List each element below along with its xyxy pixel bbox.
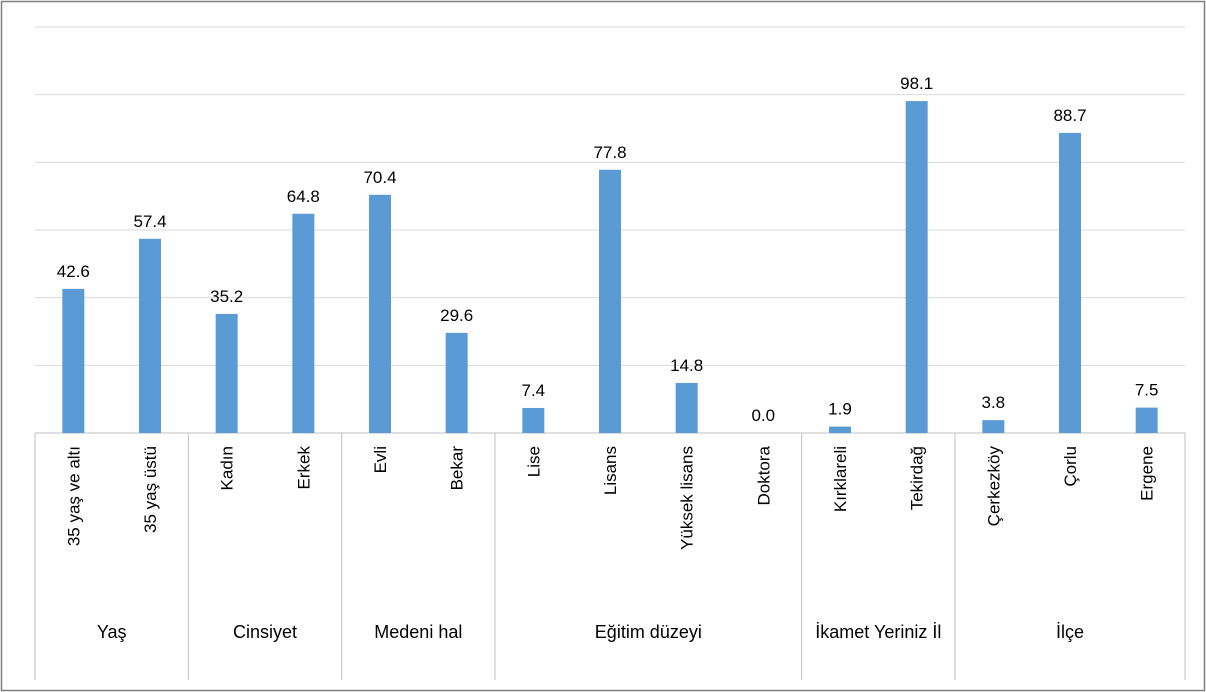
x-tick-label: Kırklareli <box>831 446 850 512</box>
value-label: 1.9 <box>828 400 852 419</box>
value-label: 64.8 <box>287 187 320 206</box>
x-tick-label: Tekirdağ <box>908 446 927 510</box>
value-label: 7.4 <box>522 381 546 400</box>
value-label: 42.6 <box>57 262 90 281</box>
group-label: Cinsiyet <box>232 622 297 642</box>
value-label: 3.8 <box>982 393 1006 412</box>
x-tick-label: Çorlu <box>1061 446 1080 487</box>
value-label: 88.7 <box>1053 106 1086 125</box>
value-label: 57.4 <box>133 212 166 231</box>
x-tick-label: Erkek <box>294 446 313 490</box>
value-label: 98.1 <box>900 74 933 93</box>
bar <box>369 194 391 433</box>
x-tick-label: Lisans <box>601 446 620 495</box>
group-label: Eğitim düzeyi <box>594 622 702 642</box>
x-tick-label: Yüksek lisans <box>678 446 697 550</box>
bar <box>139 238 161 433</box>
group-label: İkamet Yeriniz İl <box>815 622 942 642</box>
x-tick-label: Doktora <box>754 445 773 505</box>
value-label: 0.0 <box>752 406 776 425</box>
group-label: İlçe <box>1055 622 1084 642</box>
x-tick-label: 35 yaş üstü <box>141 446 160 533</box>
x-tick-label: 35 yaş ve altı <box>64 446 83 546</box>
x-tick-label: Çerkezköy <box>984 446 1003 527</box>
x-tick-label: Lise <box>524 446 543 477</box>
value-label: 14.8 <box>670 356 703 375</box>
x-tick-label: Kadın <box>218 446 237 490</box>
bar <box>215 313 238 433</box>
bar <box>292 213 315 433</box>
value-label: 35.2 <box>210 287 243 306</box>
x-tick-label: Ergene <box>1138 446 1157 501</box>
bar <box>1059 132 1081 434</box>
bar <box>1135 407 1158 433</box>
bar <box>829 426 851 433</box>
bar <box>675 382 698 433</box>
x-tick-label: Bekar <box>448 446 467 491</box>
bar <box>905 101 928 433</box>
bar <box>982 420 1005 433</box>
value-label: 7.5 <box>1135 381 1159 400</box>
group-label: Yaş <box>96 622 127 642</box>
value-label: 70.4 <box>363 168 396 187</box>
bar <box>599 169 621 433</box>
bar <box>445 332 468 433</box>
bar <box>62 288 85 433</box>
x-tick-label: Evli <box>371 446 390 473</box>
value-label: 77.8 <box>593 143 626 162</box>
bar <box>522 407 545 433</box>
group-label: Medeni hal <box>374 622 463 642</box>
value-label: 29.6 <box>440 306 473 325</box>
